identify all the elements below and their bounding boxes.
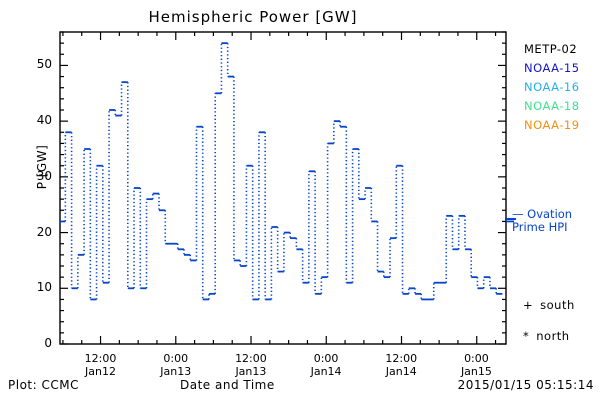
x-tick-time: 0:00 <box>313 352 339 365</box>
chart-title: Hemispheric Power [GW] <box>148 8 358 26</box>
x-tick-date: Jan12 <box>85 365 117 378</box>
legend-item-noaa-19[interactable]: NOAA-19 <box>524 118 580 132</box>
marker-symbol-south-icon: + <box>523 298 534 312</box>
legend-item-noaa-16[interactable]: NOAA-16 <box>524 80 580 94</box>
x-tick-label: 12:00 Jan14 <box>366 352 436 378</box>
marker-label-south: south <box>540 298 575 312</box>
footer-timestamp: 2015/01/15 05:15:14 <box>457 378 594 392</box>
marker-label-north: north <box>536 329 570 343</box>
legend-item-noaa-15[interactable]: NOAA-15 <box>524 61 580 75</box>
footer-plot-source: Plot: CCMC <box>8 378 79 392</box>
legend-item-metp-02[interactable]: METP-02 <box>524 42 578 56</box>
x-tick-date: Jan14 <box>385 365 417 378</box>
x-tick-time: 12:00 <box>84 352 117 365</box>
x-tick-time: 0:00 <box>163 352 189 365</box>
x-axis-label: Date and Time <box>180 378 275 392</box>
y-tick-label: 30 <box>36 168 52 183</box>
y-tick-label: 50 <box>36 57 52 72</box>
x-tick-date: Jan15 <box>460 365 492 378</box>
marker-legend-south: + south <box>523 298 575 312</box>
x-tick-date: Jan13 <box>160 365 192 378</box>
ovation-legend-dash-icon <box>505 218 516 220</box>
legend-item-noaa-18[interactable]: NOAA-18 <box>524 99 580 113</box>
x-tick-label: 12:00 Jan13 <box>216 352 286 378</box>
satellite-legend: METP-02 NOAA-15 NOAA-16 NOAA-18 NOAA-19 <box>524 42 580 137</box>
ovation-legend: — Ovation Prime HPI <box>512 208 572 234</box>
y-tick-label: 20 <box>36 224 52 239</box>
x-tick-time: 12:00 <box>385 352 418 365</box>
x-tick-date: Jan13 <box>235 365 267 378</box>
x-tick-label: 12:00 Jan12 <box>66 352 136 378</box>
x-tick-label: 0:00 Jan13 <box>141 352 211 378</box>
x-tick-label: 0:00 Jan14 <box>291 352 361 378</box>
x-tick-time: 12:00 <box>235 352 267 365</box>
ovation-legend-line1: — Ovation <box>512 207 573 221</box>
marker-legend-north: * north <box>523 329 570 343</box>
ovation-legend-line2: Prime HPI <box>512 220 568 234</box>
x-tick-label: 0:00 Jan15 <box>441 352 511 378</box>
x-tick-time: 0:00 <box>464 352 489 365</box>
x-tick-date: Jan14 <box>310 365 342 378</box>
y-tick-label: 0 <box>44 336 52 350</box>
y-tick-label: 40 <box>36 113 52 128</box>
y-tick-label: 10 <box>36 280 52 295</box>
marker-symbol-north-icon: * <box>523 329 530 343</box>
